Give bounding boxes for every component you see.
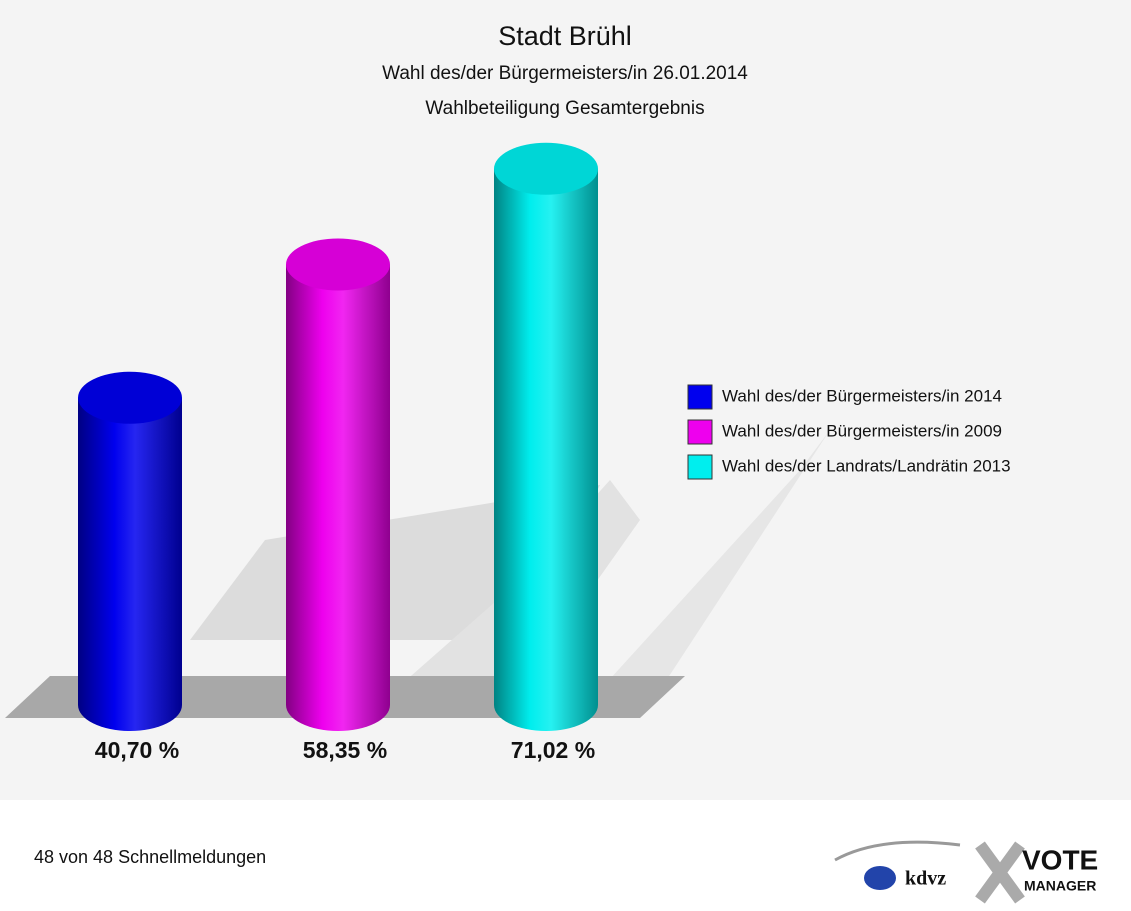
logo-text: VOTE xyxy=(1022,844,1098,875)
logo-text: kdvz xyxy=(905,868,946,890)
legend-swatch xyxy=(687,454,713,480)
footnote: 48 von 48 Schnellmeldungen xyxy=(34,847,266,867)
bar-top xyxy=(78,371,182,424)
bar-body xyxy=(78,397,182,705)
logo-mark xyxy=(864,866,896,890)
bar xyxy=(78,371,182,731)
value-label: 58,35 % xyxy=(303,737,387,763)
value-label: 71,02 % xyxy=(511,737,595,763)
legend-swatch xyxy=(687,384,713,410)
bar-body xyxy=(286,264,390,705)
legend-label: Wahl des/der Bürgermeisters/in 2009 xyxy=(722,421,1002,440)
bar xyxy=(286,238,390,731)
logo: kdvz VOTE MANAGER xyxy=(834,840,1098,904)
legend-swatch xyxy=(687,419,713,445)
value-label: 40,70 % xyxy=(95,737,179,763)
bar-body xyxy=(494,168,598,705)
bar-top xyxy=(494,142,598,195)
subtitle: Wahlbeteiligung Gesamtergebnis xyxy=(425,98,704,119)
logo-text: MANAGER xyxy=(1024,878,1096,894)
footer-area xyxy=(0,800,1131,911)
legend-label: Wahl des/der Landrats/Landrätin 2013 xyxy=(722,456,1011,475)
logo-swoosh xyxy=(834,840,961,862)
chart-title: Stadt Brühl xyxy=(498,21,632,51)
legend-label: Wahl des/der Bürgermeisters/in 2014 xyxy=(722,386,1002,405)
bar-top xyxy=(286,238,390,291)
subtitle: Wahl des/der Bürgermeisters/in 26.01.201… xyxy=(382,63,748,84)
logo-x xyxy=(975,841,1025,904)
bar xyxy=(494,142,598,731)
